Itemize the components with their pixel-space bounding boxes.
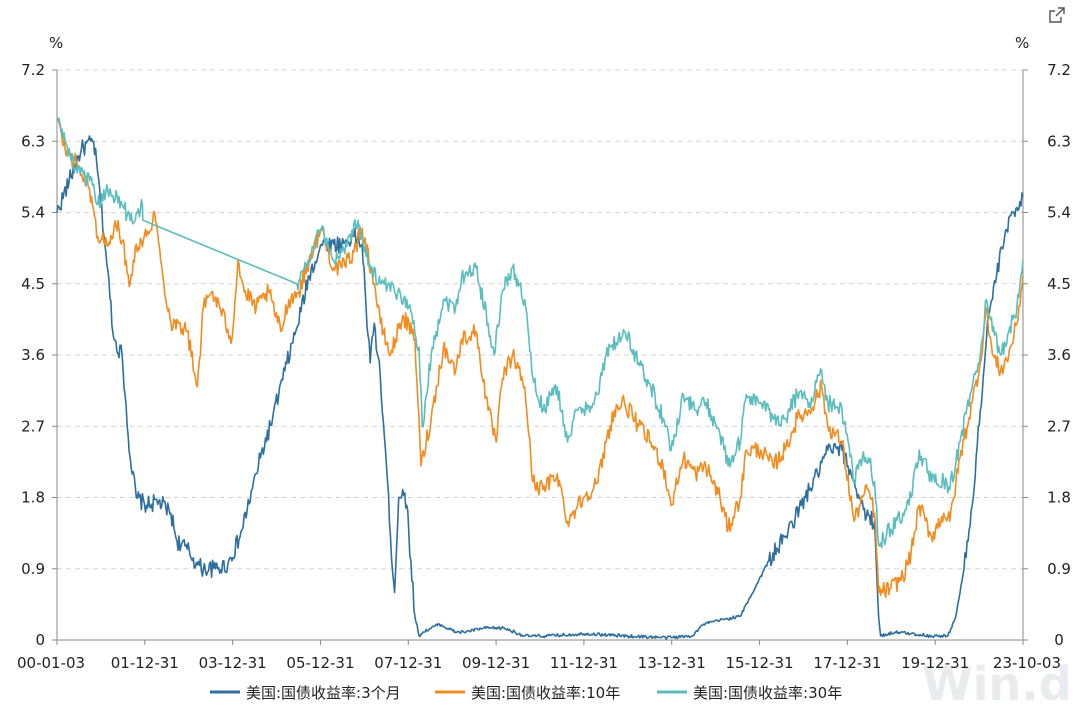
legend-item-label[interactable]: 美国:国债收益率:3个月	[246, 684, 401, 702]
y-tick-label-right: 0.9	[1047, 560, 1071, 578]
x-tick-label: 13-12-31	[638, 654, 706, 672]
series-line-0	[56, 135, 1024, 640]
y-tick-label-right: 1.8	[1047, 489, 1071, 507]
series-line-1	[56, 116, 1024, 599]
y-ticks-right: 0 0.9 1.8 2.7 3.6 4.5 5.4 6.3 7.2	[1023, 61, 1071, 649]
y-tick-label-left: 1.8	[21, 489, 45, 507]
x-tick-label: 19-12-31	[901, 654, 969, 672]
x-tick-label: 05-12-31	[286, 654, 354, 672]
x-tick-label: 00-01-03	[17, 654, 85, 672]
y-tick-label-right: 2.7	[1047, 417, 1071, 435]
y-ticks-left: 0 0.9 1.8 2.7 3.6 4.5 5.4 6.3 7.2	[21, 61, 57, 649]
x-tick-label: 09-12-31	[462, 654, 530, 672]
y-unit-left: %	[49, 34, 63, 52]
legend[interactable]: 美国:国债收益率:3个月 美国:国债收益率:10年 美国:国债收益率:30年	[210, 684, 842, 702]
x-tick-label: 11-12-31	[550, 654, 618, 672]
y-tick-label-left: 4.5	[21, 275, 45, 293]
series-line-2	[56, 117, 1024, 549]
y-tick-label-left: 3.6	[21, 346, 45, 364]
y-tick-label-left: 0	[35, 631, 45, 649]
watermark: Win.d	[922, 657, 1072, 711]
y-tick-label-right: 7.2	[1047, 61, 1071, 79]
y-tick-label-left: 6.3	[21, 132, 45, 150]
y-tick-label-right: 4.5	[1047, 275, 1071, 293]
y-tick-label-right: 0	[1054, 631, 1064, 649]
y-unit-right: %	[1015, 34, 1029, 52]
legend-item-label[interactable]: 美国:国债收益率:30年	[693, 684, 842, 702]
y-tick-label-left: 2.7	[21, 417, 45, 435]
x-tick-label: 07-12-31	[374, 654, 442, 672]
x-tick-label: 01-12-31	[111, 654, 179, 672]
x-tick-label: 03-12-31	[199, 654, 267, 672]
external-link-icon[interactable]	[1049, 7, 1065, 23]
x-tick-label: 23-10-03	[993, 654, 1061, 672]
y-tick-label-right: 5.4	[1047, 204, 1071, 222]
x-ticks: 00-01-03 01-12-31 03-12-31 05-12-31 07-12-31…	[17, 640, 1061, 672]
y-tick-label-left: 7.2	[21, 61, 45, 79]
legend-item-label[interactable]: 美国:国债收益率:10年	[471, 684, 620, 702]
x-tick-label: 15-12-31	[725, 654, 793, 672]
series-lines	[56, 116, 1024, 640]
y-tick-label-right: 6.3	[1047, 132, 1071, 150]
y-tick-label-left: 5.4	[21, 204, 45, 222]
x-tick-label: 17-12-31	[813, 654, 881, 672]
y-tick-label-right: 3.6	[1047, 346, 1071, 364]
y-tick-label-left: 0.9	[21, 560, 45, 578]
